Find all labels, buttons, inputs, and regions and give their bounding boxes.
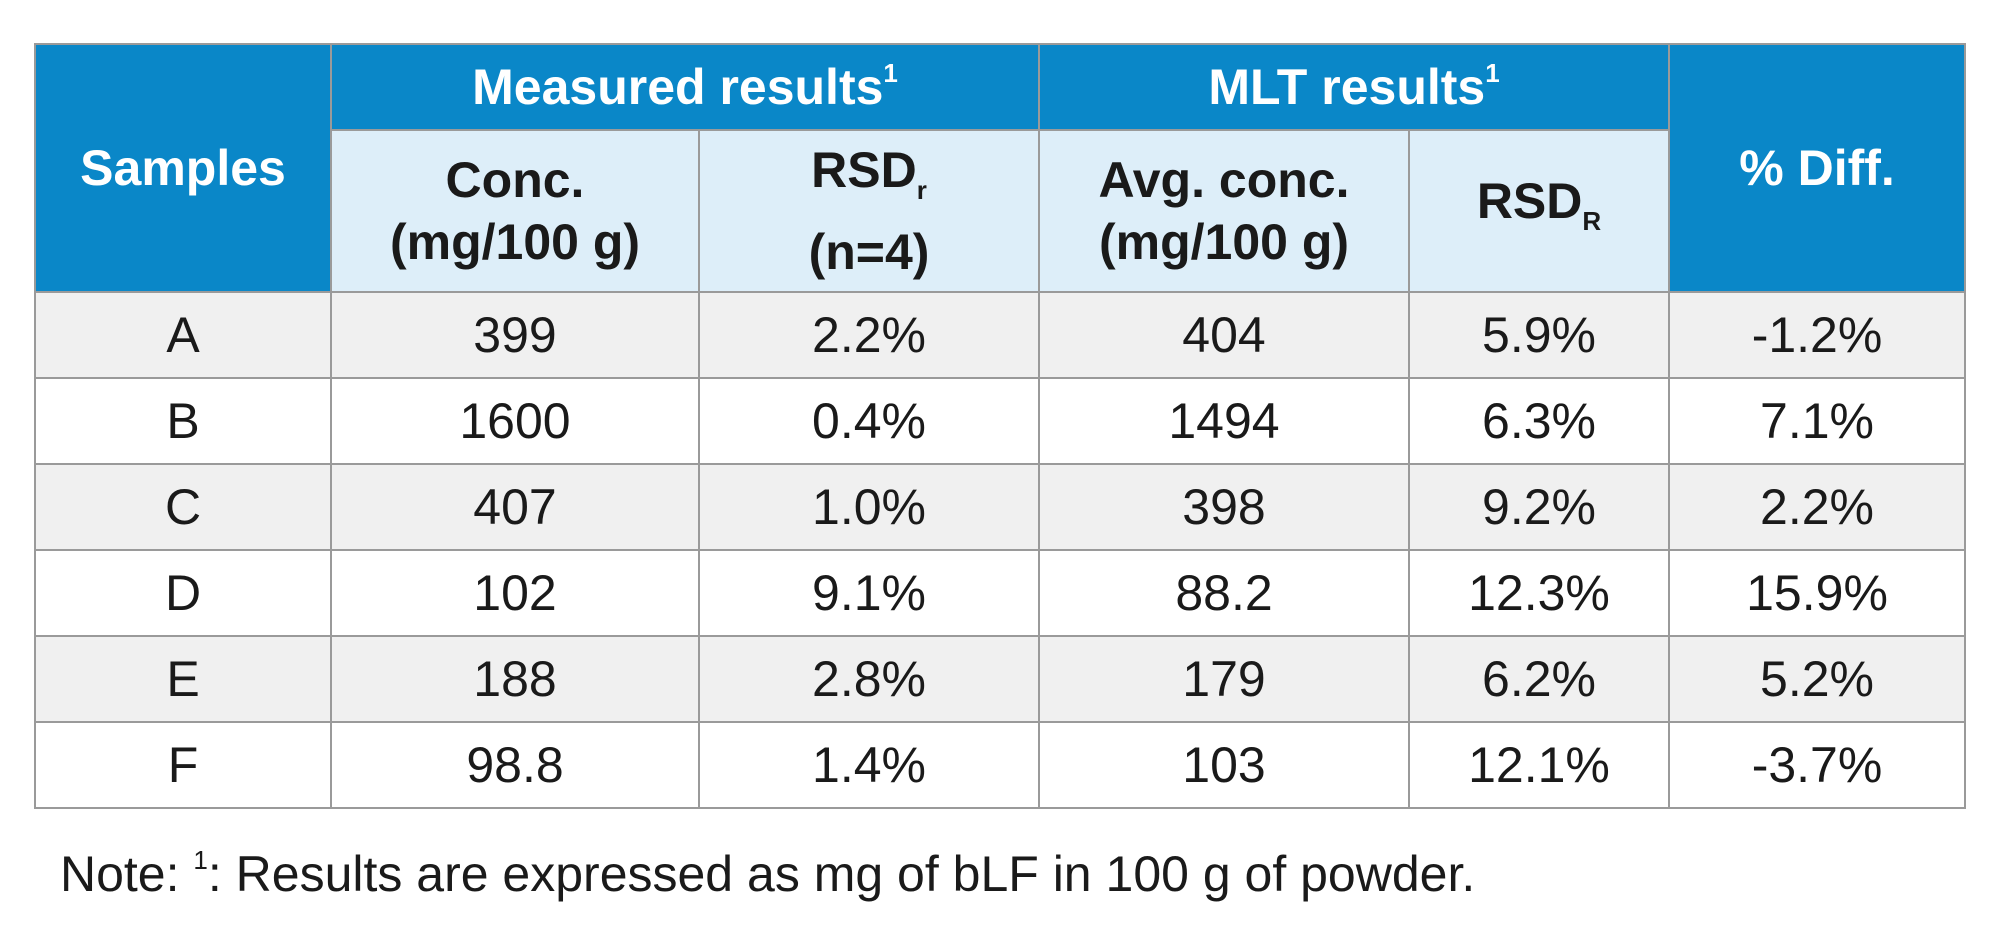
header-row-top: Samples Measured results1 MLT results1 %… — [34, 43, 1967, 293]
samples-header: Samples — [34, 43, 332, 293]
avg-conc-header-line2: (mg/100 g) — [1098, 214, 1350, 270]
sample-cell: D — [34, 549, 332, 637]
rsd-R-subscript: R — [1582, 206, 1602, 236]
avg-conc-header: Avg. conc. (mg/100 g) — [1038, 129, 1410, 293]
note-text: : Results are expressed as mg of bLF in … — [207, 846, 1476, 902]
rsd-r-cell: 2.2% — [698, 291, 1040, 379]
rsd-r-base: RSD — [811, 142, 917, 198]
rsd-R-cell: 5.9% — [1407, 291, 1671, 379]
conc-header-line2: (mg/100 g) — [389, 214, 641, 270]
conc-cell: 98.8 — [330, 721, 700, 809]
diff-cell: -3.7% — [1668, 721, 1967, 809]
conc-cell: 399 — [330, 291, 700, 379]
conc-cell: 1600 — [330, 377, 700, 465]
conc-header: Conc. (mg/100 g) — [330, 129, 700, 293]
diff-header-label: % Diff. — [1739, 140, 1895, 196]
avg-conc-cell: 103 — [1038, 721, 1410, 809]
diff-cell: 2.2% — [1668, 463, 1967, 551]
avg-conc-cell: 404 — [1038, 291, 1410, 379]
avg-conc-cell: 398 — [1038, 463, 1410, 551]
conc-header-line1: Conc. — [445, 152, 585, 208]
note-prefix: Note: — [60, 846, 194, 902]
header-row-second: Conc. (mg/100 g) RSDr (n=4) Avg. conc. (… — [35, 129, 1965, 293]
rsd-r-header-line2: (n=4) — [808, 224, 930, 280]
sample-cell: A — [34, 291, 332, 379]
footnote-marker: 1 — [883, 58, 898, 88]
table-row: C 407 1.0% 398 9.2% 2.2% — [34, 463, 1967, 551]
table-row: B 1600 0.4% 1494 6.3% 7.1% — [34, 377, 1967, 465]
diff-cell: 5.2% — [1668, 635, 1967, 723]
measured-results-header: Measured results1 — [330, 43, 1040, 131]
rsd-R-cell: 6.3% — [1407, 377, 1671, 465]
avg-conc-cell: 179 — [1038, 635, 1410, 723]
avg-conc-cell: 88.2 — [1038, 549, 1410, 637]
diff-header: % Diff. — [1668, 43, 1967, 293]
rsd-r-cell: 2.8% — [698, 635, 1040, 723]
mlt-results-header: MLT results1 — [1037, 43, 1671, 131]
rsd-R-base: RSD — [1476, 173, 1583, 229]
rsd-r-cell: 0.4% — [698, 377, 1040, 465]
rsd-R-cell: 6.2% — [1407, 635, 1671, 723]
conc-cell: 188 — [330, 635, 700, 723]
table-row: E 188 2.8% 179 6.2% 5.2% — [34, 635, 1967, 723]
diff-cell: 15.9% — [1668, 549, 1967, 637]
rsd-R-cell: 12.1% — [1407, 721, 1671, 809]
rsd-r-header-line1: RSDr — [700, 139, 1038, 221]
rsd-R-cell: 9.2% — [1407, 463, 1671, 551]
rsd-r-cell: 1.4% — [698, 721, 1040, 809]
table-footnote: Note: 1: Results are expressed as mg of … — [60, 845, 1475, 903]
rsd-R-header: RSDR — [1407, 129, 1671, 293]
sample-cell: F — [34, 721, 332, 809]
rsd-r-subscript: r — [916, 175, 927, 205]
avg-conc-header-line1: Avg. conc. — [1098, 152, 1350, 208]
note-marker: 1 — [193, 845, 208, 875]
table-row: A 399 2.2% 404 5.9% -1.2% — [34, 291, 1967, 379]
samples-header-label: Samples — [80, 140, 286, 196]
results-table: Samples Measured results1 MLT results1 %… — [34, 43, 1967, 809]
results-table-container: Samples Measured results1 MLT results1 %… — [34, 43, 1967, 809]
table-row: F 98.8 1.4% 103 12.1% -3.7% — [34, 721, 1967, 809]
sample-cell: B — [34, 377, 332, 465]
rsd-r-cell: 9.1% — [698, 549, 1040, 637]
diff-cell: -1.2% — [1668, 291, 1967, 379]
avg-conc-cell: 1494 — [1038, 377, 1410, 465]
rsd-R-cell: 12.3% — [1407, 549, 1671, 637]
table-row: D 102 9.1% 88.2 12.3% 15.9% — [34, 549, 1967, 637]
footnote-marker: 1 — [1485, 58, 1500, 88]
mlt-results-label: MLT results — [1208, 59, 1486, 115]
rsd-r-header: RSDr (n=4) — [698, 129, 1040, 293]
rsd-r-cell: 1.0% — [698, 463, 1040, 551]
conc-cell: 102 — [330, 549, 700, 637]
measured-results-label: Measured results — [472, 59, 884, 115]
conc-cell: 407 — [330, 463, 700, 551]
sample-cell: C — [34, 463, 332, 551]
diff-cell: 7.1% — [1668, 377, 1967, 465]
sample-cell: E — [34, 635, 332, 723]
